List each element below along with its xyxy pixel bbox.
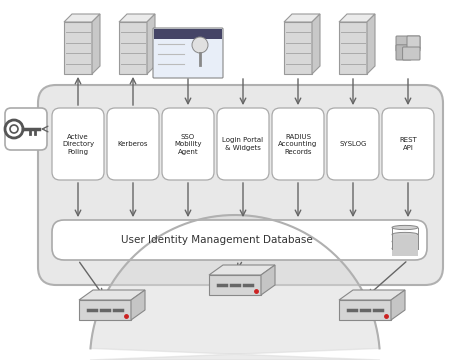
Ellipse shape xyxy=(392,233,418,237)
Text: REST
API: REST API xyxy=(399,137,417,151)
FancyBboxPatch shape xyxy=(153,28,223,78)
Text: Login Portal
& Widgets: Login Portal & Widgets xyxy=(222,137,264,151)
FancyBboxPatch shape xyxy=(154,29,222,39)
FancyBboxPatch shape xyxy=(382,108,434,180)
FancyBboxPatch shape xyxy=(38,85,443,285)
Polygon shape xyxy=(392,242,418,248)
Ellipse shape xyxy=(392,246,418,251)
Circle shape xyxy=(192,37,208,53)
FancyBboxPatch shape xyxy=(407,36,420,49)
Polygon shape xyxy=(261,265,275,295)
Polygon shape xyxy=(339,22,367,74)
Polygon shape xyxy=(209,265,275,275)
Polygon shape xyxy=(392,248,418,256)
FancyBboxPatch shape xyxy=(396,45,411,60)
Polygon shape xyxy=(79,300,131,320)
Polygon shape xyxy=(367,14,375,74)
Polygon shape xyxy=(119,14,155,22)
Text: Active
Directory
Poling: Active Directory Poling xyxy=(62,134,94,154)
FancyBboxPatch shape xyxy=(403,47,420,60)
Polygon shape xyxy=(312,14,320,74)
Polygon shape xyxy=(284,22,312,74)
FancyBboxPatch shape xyxy=(107,108,159,180)
Polygon shape xyxy=(131,290,145,320)
Polygon shape xyxy=(64,14,100,22)
Polygon shape xyxy=(391,290,405,320)
Polygon shape xyxy=(284,14,320,22)
FancyBboxPatch shape xyxy=(396,36,420,51)
FancyBboxPatch shape xyxy=(217,108,269,180)
Polygon shape xyxy=(90,215,380,360)
Polygon shape xyxy=(64,22,92,74)
Polygon shape xyxy=(92,14,100,74)
FancyBboxPatch shape xyxy=(162,108,214,180)
Polygon shape xyxy=(339,14,375,22)
FancyBboxPatch shape xyxy=(327,108,379,180)
Polygon shape xyxy=(339,290,405,300)
Ellipse shape xyxy=(392,225,418,230)
Polygon shape xyxy=(209,275,261,295)
Circle shape xyxy=(10,125,18,133)
Text: RADIUS
Accounting
Records: RADIUS Accounting Records xyxy=(278,134,318,154)
FancyBboxPatch shape xyxy=(52,108,104,180)
Polygon shape xyxy=(339,300,391,320)
Text: Kerberos: Kerberos xyxy=(118,141,148,147)
Text: User Identity Management Database: User Identity Management Database xyxy=(121,235,313,245)
FancyBboxPatch shape xyxy=(5,108,47,150)
Polygon shape xyxy=(79,290,145,300)
Polygon shape xyxy=(147,14,155,74)
Ellipse shape xyxy=(392,239,418,244)
FancyBboxPatch shape xyxy=(272,108,324,180)
Text: SYSLOG: SYSLOG xyxy=(339,141,367,147)
Polygon shape xyxy=(392,234,418,242)
Polygon shape xyxy=(119,22,147,74)
FancyBboxPatch shape xyxy=(52,220,427,260)
Text: SSO
Mobility
Agent: SSO Mobility Agent xyxy=(174,134,202,154)
